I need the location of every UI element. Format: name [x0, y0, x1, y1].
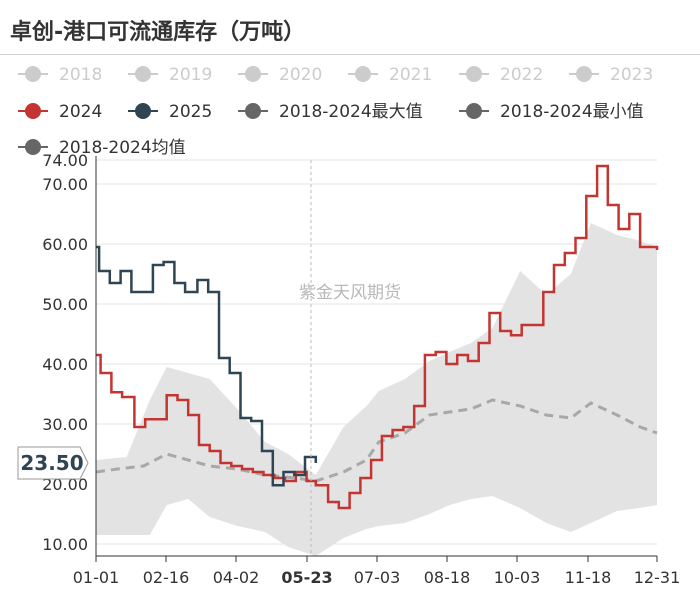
legend-circle-icon — [25, 139, 41, 155]
y-tick-label: 74.00 — [42, 151, 88, 170]
legend-circle-icon — [135, 103, 151, 119]
legend-label: 2019 — [169, 65, 212, 85]
legend-item-2018-2024最小值[interactable]: 2018-2024最小值 — [459, 102, 644, 122]
y-tick-label: 60.00 — [42, 235, 88, 254]
y-tick-label: 50.00 — [42, 295, 88, 314]
y-tick-label: 70.00 — [42, 175, 88, 194]
legend-item-2018-2024均值[interactable]: 2018-2024均值 — [18, 138, 186, 158]
legend-item-2018[interactable]: 2018 — [18, 65, 102, 85]
watermark: 紫金天风期货 — [299, 283, 401, 303]
legend-label: 2018-2024最小值 — [500, 102, 644, 122]
legend-circle-icon — [466, 66, 482, 82]
legend-label: 2018-2024最大值 — [279, 102, 423, 122]
legend-label: 2021 — [389, 65, 432, 85]
y-tick-label: 20.00 — [42, 475, 88, 494]
x-tick-label: 02-16 — [143, 568, 190, 587]
legend-circle-icon — [576, 66, 592, 82]
series-line-2025 — [96, 245, 318, 487]
legend-label: 2022 — [500, 65, 543, 85]
x-tick-label: 11-18 — [565, 568, 612, 587]
legend-item-2023[interactable]: 2023 — [569, 65, 653, 85]
legend-circle-icon — [355, 66, 371, 82]
legend-label: 2025 — [169, 102, 212, 122]
x-tick-label-highlighted: 05-23 — [281, 568, 332, 587]
x-tick-label: 04-02 — [213, 568, 260, 587]
legend-label: 2018-2024均值 — [59, 138, 186, 158]
legend-circle-icon — [245, 103, 261, 119]
chart-title: 卓创-港口可流通库存（万吨） — [10, 20, 306, 45]
series-lines — [95, 164, 659, 510]
legend-circle-icon — [135, 66, 151, 82]
band-area — [96, 223, 657, 556]
axes: 10.00 20.00 30.00 40.00 50.00 60.00 70.00 74.00… — [42, 151, 680, 587]
y-tick-label: 10.00 — [42, 535, 88, 554]
legend-label: 2018 — [59, 65, 102, 85]
legend-item-2022[interactable]: 2022 — [459, 65, 543, 85]
legend-label: 2023 — [610, 65, 653, 85]
title-divider — [0, 54, 700, 55]
legend-circle-icon — [466, 103, 482, 119]
legend-item-2018-2024最大值[interactable]: 2018-2024最大值 — [238, 102, 423, 122]
x-tick-label: 12-31 — [634, 568, 681, 587]
x-tick-label: 07-03 — [354, 568, 401, 587]
legend[interactable]: 2018 2019 2020 2021 2022 2023 2024 2025 2018-202… — [18, 65, 653, 158]
x-tick-label: 08-18 — [424, 568, 471, 587]
y-tick-label: 40.00 — [42, 355, 88, 374]
legend-item-2021[interactable]: 2021 — [348, 65, 432, 85]
x-tick-label: 01-01 — [73, 568, 120, 587]
series-line-2024 — [96, 164, 659, 510]
series-line-mean — [95, 398, 658, 483]
legend-label: 2024 — [59, 102, 102, 122]
tooltip-value: 23.50 — [20, 451, 83, 475]
legend-item-2025[interactable]: 2025 — [128, 102, 212, 122]
legend-circle-icon — [245, 66, 261, 82]
min-max-band — [96, 223, 657, 556]
legend-item-2024[interactable]: 2024 — [18, 102, 102, 122]
legend-item-2019[interactable]: 2019 — [128, 65, 212, 85]
legend-circle-icon — [25, 66, 41, 82]
tooltip-box — [17, 446, 89, 480]
legend-item-2020[interactable]: 2020 — [238, 65, 322, 85]
x-tick-label: 10-03 — [494, 568, 541, 587]
y-tick-label: 30.00 — [42, 415, 88, 434]
legend-label: 2020 — [279, 65, 322, 85]
legend-circle-icon — [25, 103, 41, 119]
value-tooltip: 23.50 — [17, 446, 89, 480]
